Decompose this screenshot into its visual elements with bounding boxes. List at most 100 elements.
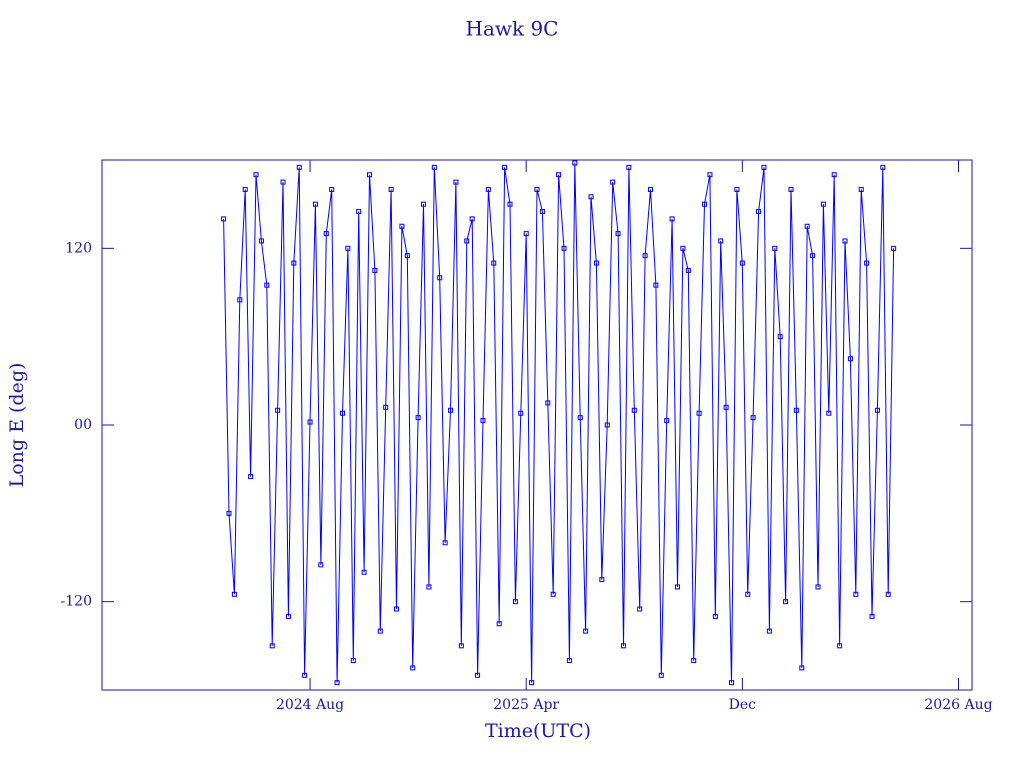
data-point: [280, 179, 286, 185]
data-point: [518, 410, 524, 416]
data-point: [826, 410, 832, 416]
data-point: [507, 201, 513, 207]
data-point: [729, 680, 735, 686]
data-point: [512, 599, 518, 605]
data-point: [669, 216, 675, 222]
data-point: [339, 410, 345, 416]
data-point: [810, 253, 816, 259]
y-axis-label: Long E (deg): [6, 363, 28, 488]
data-point: [842, 238, 848, 244]
data-point: [464, 238, 470, 244]
data-point: [685, 267, 691, 273]
data-point: [831, 172, 837, 178]
data-point: [820, 201, 826, 207]
data-point: [334, 680, 340, 686]
data-point: [599, 577, 605, 583]
data-point: [858, 186, 864, 192]
data-point: [302, 672, 308, 678]
data-point: [221, 216, 227, 222]
data-point: [426, 584, 432, 590]
data-point: [253, 172, 259, 178]
data-point: [745, 591, 751, 597]
data-point: [469, 216, 475, 222]
data-point: [502, 164, 508, 170]
data-point: [312, 201, 318, 207]
data-point: [572, 160, 578, 166]
data-point: [539, 209, 545, 215]
data-point: [275, 407, 281, 413]
data-point: [604, 422, 610, 428]
data-point: [421, 201, 427, 207]
data-point: [350, 658, 356, 664]
data-point: [680, 245, 686, 251]
data-point: [329, 186, 335, 192]
data-point: [394, 606, 400, 612]
data-point: [226, 510, 232, 516]
data-point: [615, 231, 621, 237]
data-point: [366, 172, 372, 178]
data-point: [556, 172, 562, 178]
data-point: [388, 186, 394, 192]
data-point: [480, 418, 486, 424]
data-point: [756, 209, 762, 215]
data-point: [566, 658, 572, 664]
data-point: [723, 404, 729, 410]
data-point: [534, 186, 540, 192]
chart-title: Hawk 9C: [466, 17, 559, 41]
data-point: [885, 591, 891, 597]
data-point: [772, 245, 778, 251]
data-point: [718, 238, 724, 244]
x-tick-label: 2024 Aug: [276, 697, 344, 713]
data-point: [658, 672, 664, 678]
plot-frame: [101, 159, 973, 691]
data-point: [237, 297, 243, 303]
data-point: [323, 231, 329, 237]
data-point: [415, 415, 421, 421]
data-point: [847, 356, 853, 362]
data-point: [529, 680, 535, 686]
x-axis-label: Time(UTC): [485, 720, 591, 742]
data-point: [783, 599, 789, 605]
data-point: [707, 172, 713, 178]
data-point: [702, 201, 708, 207]
data-point: [231, 591, 237, 597]
data-point: [815, 584, 821, 590]
data-point: [891, 245, 897, 251]
data-point: [345, 245, 351, 251]
data-point: [799, 665, 805, 671]
y-tick-label: 00: [74, 417, 92, 433]
data-point: [664, 418, 670, 424]
data-line: [223, 162, 895, 683]
data-point: [264, 282, 270, 288]
data-point: [296, 164, 302, 170]
data-point: [610, 179, 616, 185]
data-point: [550, 591, 556, 597]
data-point: [399, 223, 405, 229]
data-point: [404, 253, 410, 259]
data-point: [588, 194, 594, 200]
data-point: [750, 415, 756, 421]
data-point: [577, 415, 583, 421]
data-point: [793, 407, 799, 413]
data-point: [653, 282, 659, 288]
x-tick-label: 2026 Aug: [924, 697, 992, 713]
data-point: [561, 245, 567, 251]
data-point: [269, 643, 275, 649]
data-point: [410, 665, 416, 671]
data-point: [593, 260, 599, 266]
y-tick-label: 120: [65, 240, 92, 256]
data-point: [837, 643, 843, 649]
data-point: [248, 474, 254, 480]
data-point: [285, 613, 291, 619]
data-point: [475, 672, 481, 678]
data-point: [647, 186, 653, 192]
data-point: [448, 407, 454, 413]
data-point: [880, 164, 886, 170]
data-point: [674, 584, 680, 590]
data-point: [712, 613, 718, 619]
data-point: [437, 275, 443, 281]
data-point: [761, 164, 767, 170]
data-point: [242, 186, 248, 192]
data-point: [631, 407, 637, 413]
data-point: [864, 260, 870, 266]
